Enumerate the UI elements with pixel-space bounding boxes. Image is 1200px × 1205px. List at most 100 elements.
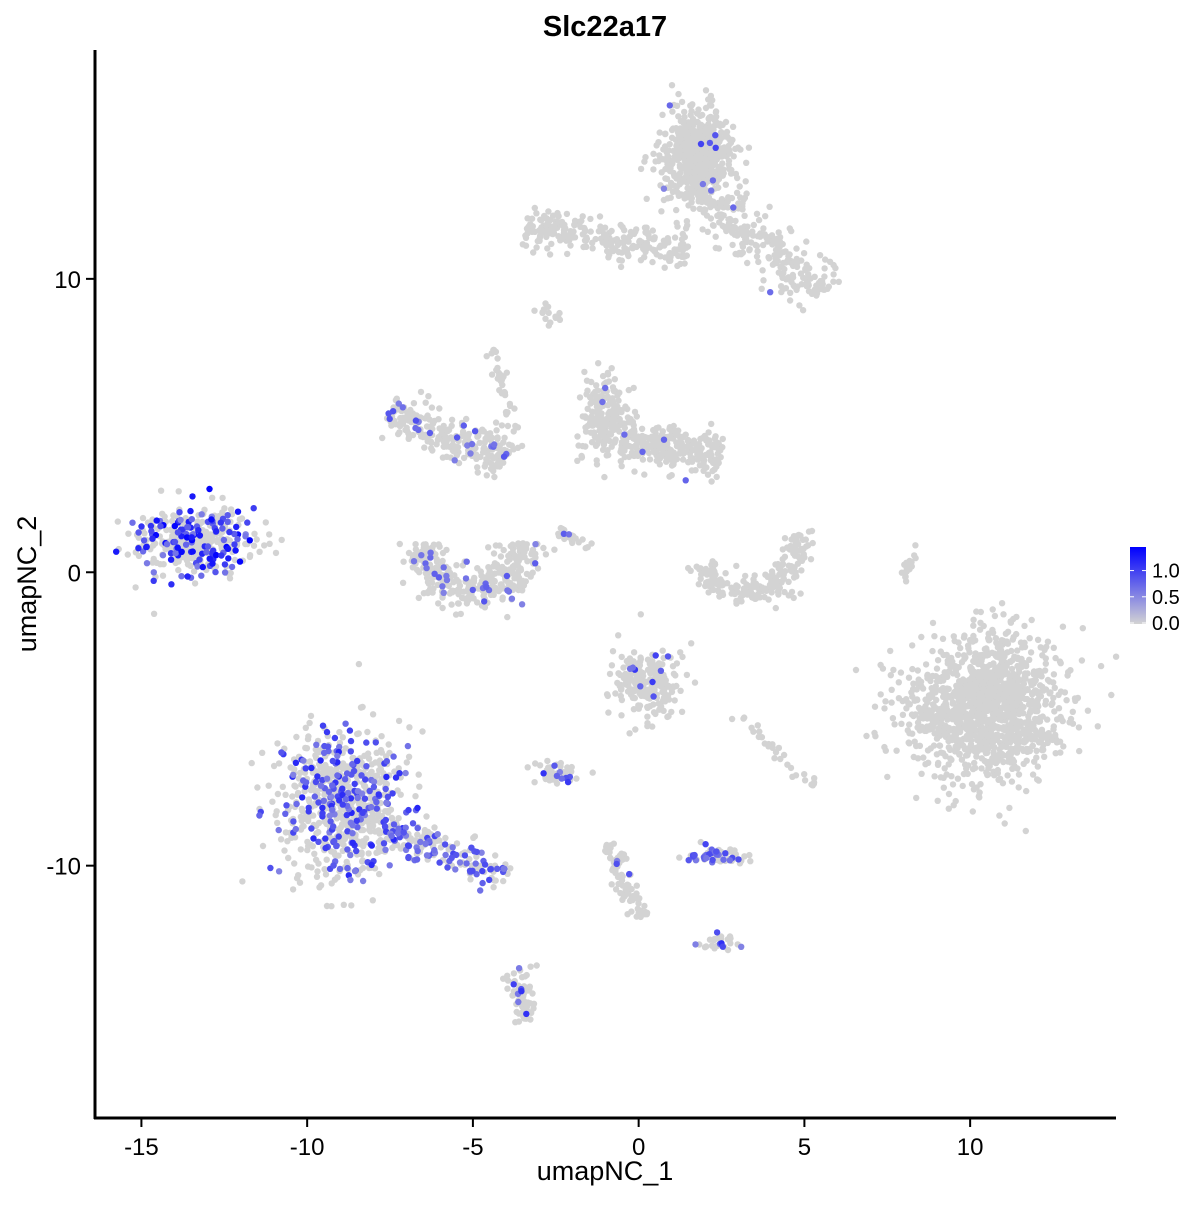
data-point (672, 428, 679, 436)
data-point (703, 464, 710, 471)
data-point (302, 744, 309, 752)
data-point (908, 711, 916, 718)
data-point (794, 560, 802, 567)
data-point (490, 884, 497, 891)
data-point (423, 574, 431, 581)
data-point (563, 210, 571, 218)
data-point (630, 422, 637, 429)
data-point (169, 532, 176, 540)
data-point (978, 657, 985, 665)
data-point (293, 733, 300, 741)
data-point (520, 582, 528, 589)
data-point (589, 245, 596, 252)
data-point (605, 709, 612, 716)
data-point (973, 753, 980, 760)
data-point (412, 793, 419, 800)
data-point (733, 599, 740, 606)
data-point (1044, 716, 1051, 723)
data-point (929, 619, 937, 627)
data-point (699, 111, 706, 119)
data-point (749, 228, 756, 235)
data-point (643, 195, 650, 202)
data-point (163, 526, 170, 534)
data-point (328, 848, 335, 855)
data-point (400, 558, 407, 565)
data-point (933, 715, 941, 722)
data-point (607, 855, 614, 862)
data-point (274, 790, 282, 798)
data-point (729, 241, 736, 249)
data-point (1057, 660, 1064, 667)
data-point (949, 670, 957, 677)
data-point (292, 783, 299, 790)
data-point (1020, 760, 1027, 768)
data-point (208, 534, 216, 541)
data-point (956, 751, 963, 758)
data-point (190, 568, 198, 575)
data-point (622, 403, 629, 410)
data-point (754, 248, 761, 255)
data-point (637, 165, 645, 173)
data-point (881, 705, 888, 712)
data-point (649, 227, 656, 234)
data-point (456, 582, 464, 589)
data-point (991, 612, 999, 620)
data-point (1059, 623, 1067, 630)
data-point (454, 600, 462, 607)
data-point (323, 902, 331, 910)
data-point (967, 667, 975, 674)
data-point (416, 783, 423, 790)
data-point (718, 172, 726, 179)
data-point (619, 896, 626, 903)
data-point (615, 397, 622, 404)
data-point (378, 733, 385, 740)
data-point (986, 762, 993, 770)
data-point (453, 840, 461, 847)
data-point (759, 584, 766, 591)
data-point (317, 763, 324, 771)
data-point (945, 737, 952, 745)
data-point (586, 394, 594, 401)
data-point (327, 766, 334, 773)
data-point (671, 153, 678, 160)
data-point (659, 111, 666, 119)
data-point (712, 456, 720, 463)
data-point (592, 235, 599, 243)
data-point (573, 775, 580, 782)
data-point (540, 544, 547, 552)
data-point (506, 400, 514, 408)
data-point (673, 141, 680, 149)
data-point (607, 842, 614, 849)
data-point (1039, 652, 1046, 659)
data-point (278, 536, 285, 544)
data-point (504, 985, 511, 992)
data-point (955, 664, 962, 671)
data-point (906, 740, 913, 747)
data-point (510, 970, 518, 977)
data-point (595, 422, 602, 429)
data-point (496, 542, 503, 549)
data-point (531, 779, 538, 786)
data-point (203, 528, 210, 536)
data-point (259, 842, 267, 850)
data-point (524, 215, 531, 222)
data-point (361, 782, 368, 790)
data-point (492, 561, 500, 569)
data-point (1002, 690, 1010, 697)
data-point (727, 846, 734, 853)
data-point (700, 145, 708, 152)
data-point (722, 570, 729, 577)
data-point (803, 261, 810, 268)
data-point (933, 665, 941, 672)
data-point (786, 225, 793, 232)
data-point (800, 274, 807, 281)
data-point (683, 671, 691, 679)
data-point (965, 748, 972, 756)
data-point (712, 109, 720, 116)
data-point (688, 640, 695, 647)
data-point (753, 210, 761, 217)
data-point (911, 738, 918, 745)
data-point (685, 564, 692, 572)
data-point (753, 242, 761, 250)
data-point (614, 241, 622, 249)
